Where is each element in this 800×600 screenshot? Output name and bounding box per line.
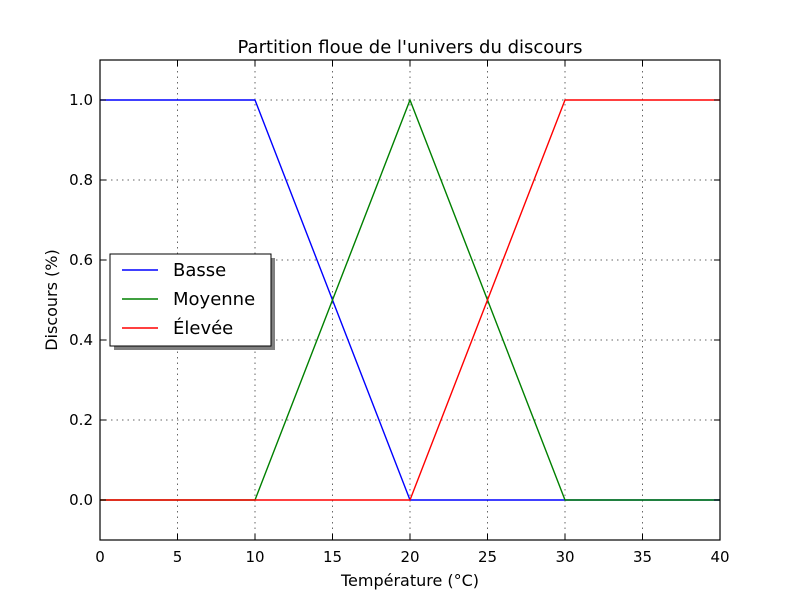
x-tick-label-6: 30 — [555, 548, 574, 566]
x-tick-label-7: 35 — [633, 548, 652, 566]
legend-label-basse: Basse — [173, 260, 226, 281]
y-tick-label-1: 0.2 — [69, 411, 93, 429]
tick-layer — [99, 60, 721, 540]
chart-title: Partition floue de l'univers du discours — [238, 37, 583, 58]
legend-label-élevée: Élevée — [173, 317, 233, 339]
x-tick-label-3: 15 — [323, 548, 342, 566]
y-tick-label-0: 0.0 — [69, 491, 93, 509]
legend: Basse Moyenne Élevée — [109, 253, 275, 350]
x-tick-label-5: 25 — [478, 548, 497, 566]
legend-items: Basse Moyenne Élevée — [122, 260, 255, 339]
y-tick-label-4: 0.8 — [69, 171, 93, 189]
x-tick-label-1: 5 — [173, 548, 183, 566]
x-axis-label: Température (°C) — [340, 571, 479, 590]
y-tick-label-3: 0.6 — [69, 251, 93, 269]
series-layer — [100, 99, 720, 501]
y-tick-label-5: 1.0 — [69, 91, 93, 109]
series-line-élevée — [100, 99, 720, 501]
y-axis-label: Discours (%) — [42, 249, 61, 351]
legend-label-moyenne: Moyenne — [173, 289, 255, 310]
x-tick-label-2: 10 — [245, 548, 264, 566]
x-tick-labels: 0 5 10 15 20 25 30 35 40 — [95, 548, 729, 566]
y-tick-label-2: 0.4 — [69, 331, 93, 349]
x-tick-label-4: 20 — [400, 548, 419, 566]
x-tick-label-0: 0 — [95, 548, 105, 566]
y-tick-labels: 0.0 0.2 0.4 0.6 0.8 1.0 — [69, 91, 93, 509]
x-tick-label-8: 40 — [710, 548, 729, 566]
